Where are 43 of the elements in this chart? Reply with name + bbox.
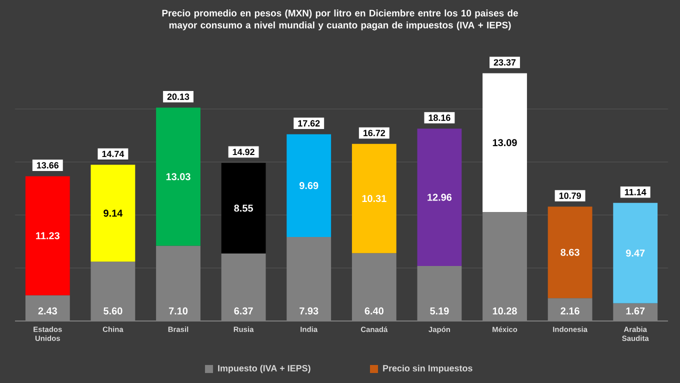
data-label: 6.40 xyxy=(364,307,384,314)
bar xyxy=(417,128,462,266)
data-label: 7.93 xyxy=(300,307,318,314)
data-label: 10.31 xyxy=(362,194,386,202)
data-label: 10.28 xyxy=(492,307,517,314)
data-label: 9.14 xyxy=(104,210,123,217)
bar xyxy=(482,73,527,212)
total-label: 10.79 xyxy=(559,192,581,199)
bar xyxy=(156,108,200,246)
total-label: 14.74 xyxy=(102,150,124,158)
bar xyxy=(25,176,70,296)
total-label: 11.14 xyxy=(624,189,646,196)
total-label: 23.37 xyxy=(494,59,516,66)
total-label: 14.92 xyxy=(232,148,254,156)
data-label: 1.67 xyxy=(626,307,645,314)
legend-label: Precio sin Impuestos xyxy=(383,364,472,374)
bar xyxy=(286,134,332,237)
data-label: 12.96 xyxy=(428,194,452,201)
data-label: 5.19 xyxy=(430,307,449,314)
bar xyxy=(548,206,592,298)
total-label: 13.66 xyxy=(37,162,59,168)
data-label: 13.09 xyxy=(492,139,517,146)
data-label: 9.69 xyxy=(300,182,318,190)
bar xyxy=(221,162,266,254)
total-label: 20.13 xyxy=(167,94,190,100)
legend-label: Impuesto (IVA + IEPS) xyxy=(218,364,310,374)
total-label: 16.72 xyxy=(364,130,386,136)
data-label: 6.37 xyxy=(234,307,253,314)
data-label: 13.03 xyxy=(166,173,190,180)
data-label: 8.55 xyxy=(234,204,253,212)
data-label: 11.23 xyxy=(36,232,60,240)
bar xyxy=(90,164,136,262)
bar xyxy=(352,144,396,254)
data-label: 5.60 xyxy=(104,307,122,314)
data-label: 2.43 xyxy=(38,307,57,314)
total-label: 17.62 xyxy=(298,120,320,127)
data-label: 8.63 xyxy=(560,248,580,256)
total-label: 18.16 xyxy=(428,114,450,121)
chart-title: Precio promedio en pesos (MXN) por litro en Diciembre entre los 10 paises de mayor consumo a nivel mundial y cuanto pagan de impuestos (IVA + IEPS) xyxy=(162,10,518,30)
data-label: 7.10 xyxy=(168,307,188,314)
data-label: 2.16 xyxy=(560,307,580,314)
bar xyxy=(613,202,658,304)
data-label: 9.47 xyxy=(626,250,645,257)
